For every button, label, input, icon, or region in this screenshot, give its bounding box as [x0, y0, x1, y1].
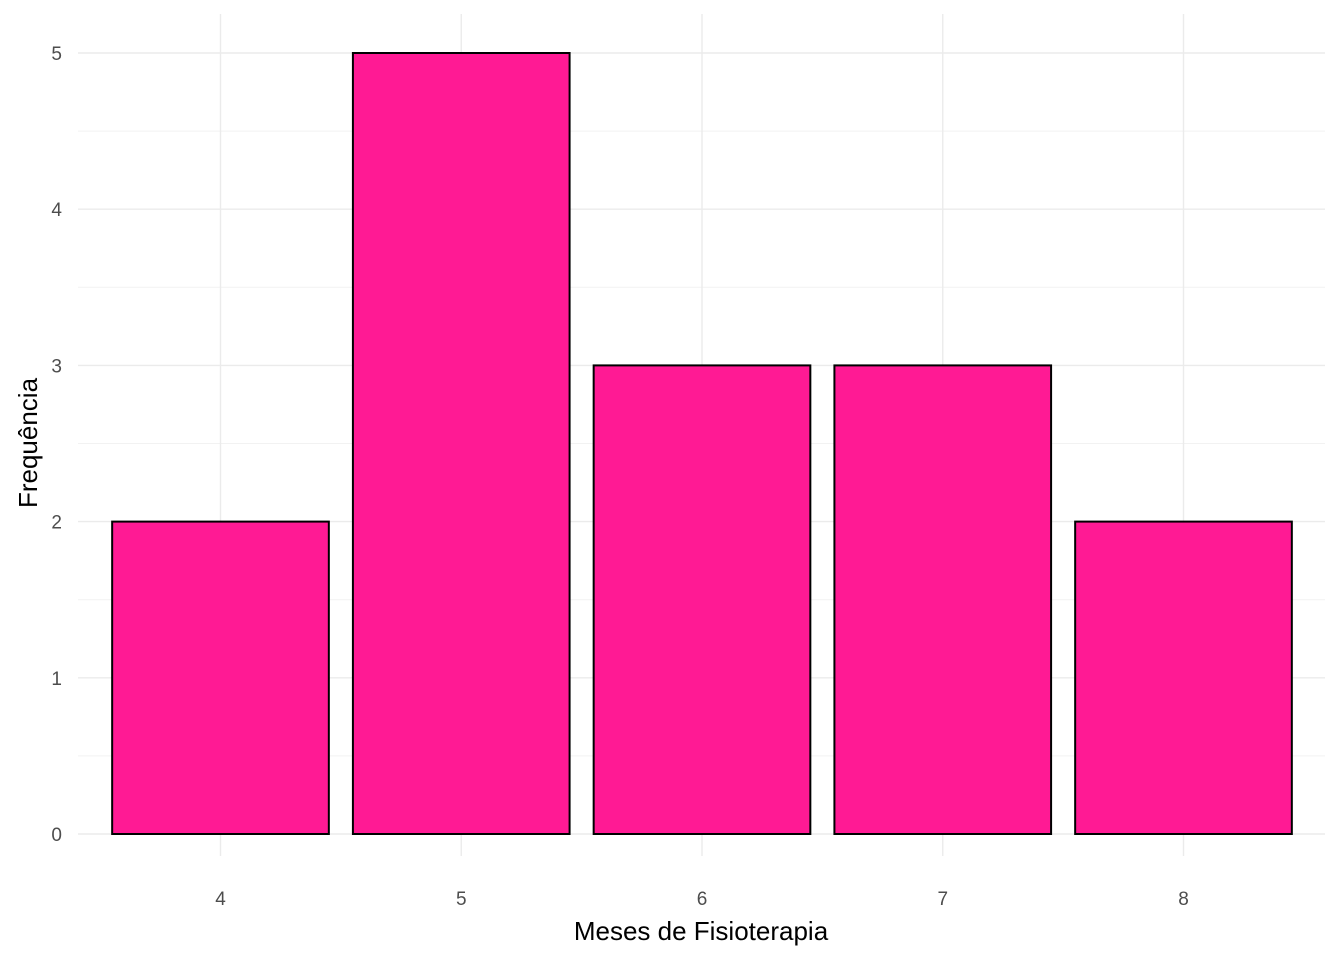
- x-tick-labels: 4 5 6 7 8: [215, 889, 1189, 910]
- bar-8: [1074, 520, 1293, 835]
- bar-7: [833, 364, 1053, 835]
- bar-6: [592, 364, 812, 835]
- bars: [111, 52, 1293, 835]
- y-tick-label: 4: [51, 200, 62, 221]
- y-axis-title: Frequência: [13, 377, 43, 508]
- x-axis-title: Meses de Fisioterapia: [574, 916, 829, 946]
- y-tick-label: 3: [51, 356, 62, 377]
- x-tick-label: 6: [697, 889, 708, 910]
- bar-5: [351, 52, 571, 835]
- y-tick-labels: 0 1 2 3 4 5: [51, 44, 62, 846]
- x-tick-label: 5: [456, 889, 467, 910]
- y-tick-label: 2: [51, 513, 62, 534]
- x-tick-label: 4: [215, 889, 226, 910]
- x-tick-label: 8: [1178, 889, 1189, 910]
- y-tick-label: 5: [51, 44, 62, 65]
- y-tick-label: 1: [51, 669, 62, 690]
- x-tick-label: 7: [937, 889, 948, 910]
- bar-4: [111, 520, 330, 835]
- y-tick-label: 0: [51, 825, 62, 846]
